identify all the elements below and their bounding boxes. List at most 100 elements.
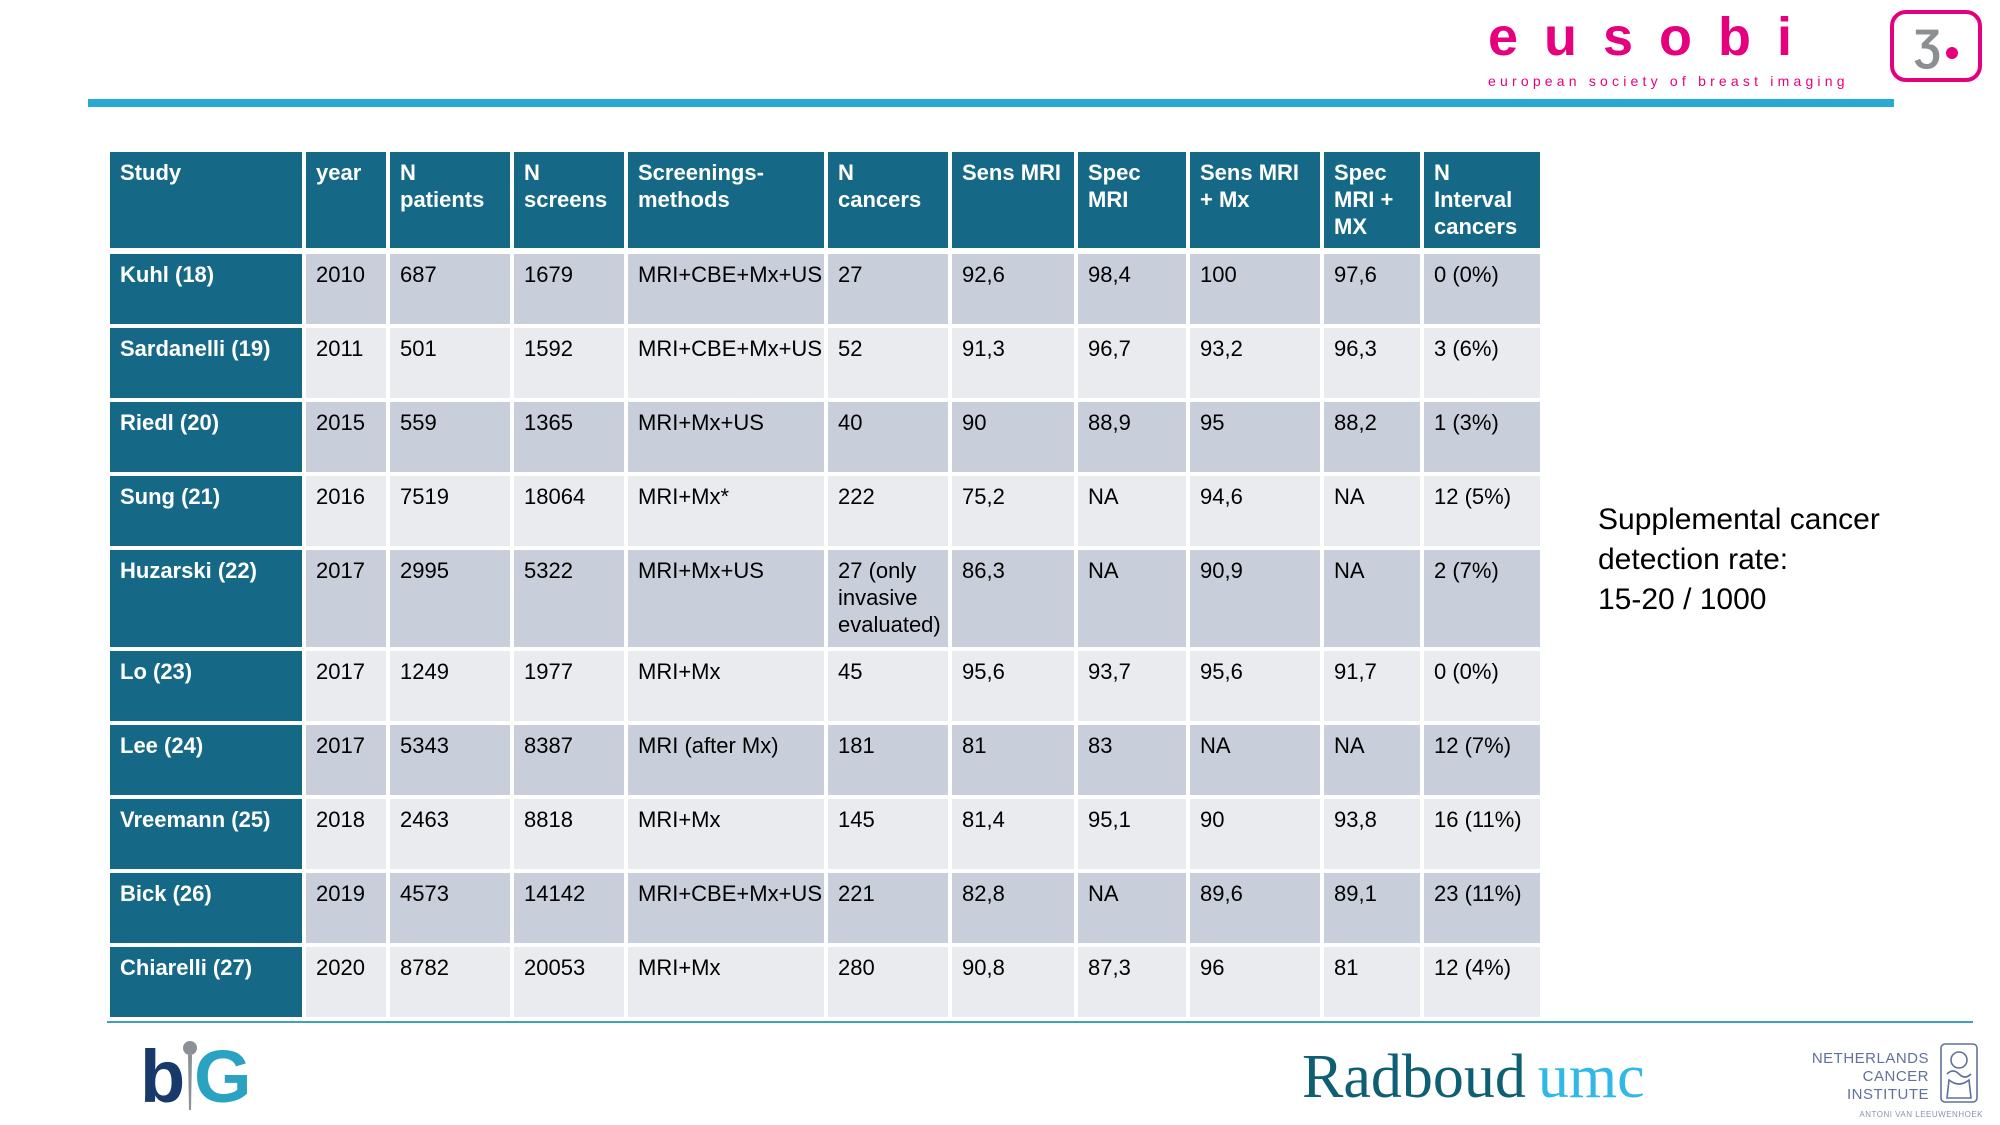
column-header: N screens xyxy=(514,152,628,255)
table-cell: 40 xyxy=(828,402,952,477)
column-header: N Interval cancers xyxy=(1424,152,1544,255)
table-row: Chiarelli (27) 2020 8782 20053 MRI+Mx 280 90,8… xyxy=(110,946,1544,1021)
table-cell: 91,7 xyxy=(1324,650,1424,725)
table-cell: 221 xyxy=(828,872,952,947)
table-cell: 96 xyxy=(1190,946,1324,1021)
study-cell: Riedl (20) xyxy=(110,402,306,477)
table-row: Sung (21) 2016 7519 18064 MRI+Mx* 222 75,2 NA 94… xyxy=(110,476,1544,551)
table-cell: NA xyxy=(1324,476,1424,551)
table-cell: 2016 xyxy=(306,476,390,551)
table-cell: 1977 xyxy=(514,650,628,725)
table-cell: 2995 xyxy=(390,550,514,651)
study-cell: Vreemann (25) xyxy=(110,798,306,873)
table-cell: 8818 xyxy=(514,798,628,873)
table-cell: 687 xyxy=(390,254,514,329)
table-cell: MRI+CBE+Mx+US xyxy=(628,328,828,403)
table-cell: 90,8 xyxy=(952,946,1078,1021)
table-cell: 95,6 xyxy=(1190,650,1324,725)
study-cell: Chiarelli (27) xyxy=(110,946,306,1021)
table-cell: NA xyxy=(1324,724,1424,799)
table-cell: 2 (7%) xyxy=(1424,550,1544,651)
svg-text:G: G xyxy=(194,1036,252,1114)
eusobi-wordmark: eusobi xyxy=(1488,7,1819,67)
table-cell: 88,9 xyxy=(1078,402,1190,477)
table-cell: 7519 xyxy=(390,476,514,551)
table-cell: 14142 xyxy=(514,872,628,947)
table-cell: 2463 xyxy=(390,798,514,873)
table-cell: 12 (7%) xyxy=(1424,724,1544,799)
table-cell: 18064 xyxy=(514,476,628,551)
table-cell: 89,1 xyxy=(1324,872,1424,947)
table-cell: 75,2 xyxy=(952,476,1078,551)
table-cell: 2017 xyxy=(306,724,390,799)
table-cell: 1592 xyxy=(514,328,628,403)
table-cell: 52 xyxy=(828,328,952,403)
study-cell: Huzarski (22) xyxy=(110,550,306,651)
table-cell: 81 xyxy=(1324,946,1424,1021)
table-cell: MRI+CBE+Mx+US xyxy=(628,872,828,947)
nki-subline: ANTONI VAN LEEUWENHOEK xyxy=(1859,1110,1983,1119)
svg-text:b: b xyxy=(140,1036,185,1114)
table-cell: 27 xyxy=(828,254,952,329)
radboud-umc-suffix: umc xyxy=(1537,1043,1645,1111)
supplemental-note-line: 15-20 / 1000 xyxy=(1598,583,1767,616)
supplemental-note-line: detection rate: xyxy=(1598,543,1789,576)
breast-emblem-icon: Ʒ xyxy=(1914,21,1941,70)
table-cell: 2018 xyxy=(306,798,390,873)
table-cell: 93,2 xyxy=(1190,328,1324,403)
table-cell: NA xyxy=(1190,724,1324,799)
table-cell: 89,6 xyxy=(1190,872,1324,947)
nki-name: NETHERLANDS CANCER INSTITUTE xyxy=(1812,1050,1929,1104)
column-header: N cancers xyxy=(828,152,952,255)
table-cell: 20053 xyxy=(514,946,628,1021)
table-cell: 100 xyxy=(1190,254,1324,329)
nki-logo: NETHERLANDS CANCER INSTITUTE ANTONI VAN … xyxy=(1748,1042,1983,1119)
table-cell: 27 (only invasive evaluated) xyxy=(828,550,952,651)
nki-name-line: NETHERLANDS xyxy=(1811,1050,1929,1067)
table-cell: MRI+Mx+US xyxy=(628,550,828,651)
table-cell: 2015 xyxy=(306,402,390,477)
table-cell: 95,1 xyxy=(1078,798,1190,873)
study-cell: Bick (26) xyxy=(110,872,306,947)
column-header: N patients xyxy=(390,152,514,255)
table-cell: 1679 xyxy=(514,254,628,329)
table-cell: MRI+Mx xyxy=(628,946,828,1021)
table-cell: MRI+Mx xyxy=(628,650,828,725)
studies-table: Study year N patients N screens Screenings-m… xyxy=(110,152,1544,1021)
table-cell: 81 xyxy=(952,724,1078,799)
table-cell: 145 xyxy=(828,798,952,873)
table-cell: 45 xyxy=(828,650,952,725)
eusobi-logo: eusobi european society of breast imagin… xyxy=(1488,10,1988,89)
table-row: Bick (26) 2019 4573 14142 MRI+CBE+Mx+US 221 82… xyxy=(110,872,1544,947)
table-cell: MRI+CBE+Mx+US xyxy=(628,254,828,329)
big-logo: b G xyxy=(140,1035,260,1119)
table-cell: NA xyxy=(1078,476,1190,551)
table-cell: 96,3 xyxy=(1324,328,1424,403)
table-cell: 8782 xyxy=(390,946,514,1021)
table-cell: MRI+Mx* xyxy=(628,476,828,551)
table-cell: 95 xyxy=(1190,402,1324,477)
table-cell: MRI+Mx xyxy=(628,798,828,873)
table-cell: NA xyxy=(1078,550,1190,651)
table-cell: 501 xyxy=(390,328,514,403)
column-header: Spec MRI + MX xyxy=(1324,152,1424,255)
table-cell: 1249 xyxy=(390,650,514,725)
column-header: Spec MRI xyxy=(1078,152,1190,255)
eusobi-emblem: Ʒ xyxy=(1890,10,1982,82)
table-cell: 16 (11%) xyxy=(1424,798,1544,873)
nki-name-line: CANCER xyxy=(1862,1068,1929,1085)
radboud-wordmark: Radboud xyxy=(1302,1043,1526,1111)
table-cell: 1 (3%) xyxy=(1424,402,1544,477)
table-cell: 222 xyxy=(828,476,952,551)
table-cell: 1365 xyxy=(514,402,628,477)
table-cell: 82,8 xyxy=(952,872,1078,947)
table-cell: 0 (0%) xyxy=(1424,254,1544,329)
table-cell: 5343 xyxy=(390,724,514,799)
table-cell: 2019 xyxy=(306,872,390,947)
table-cell: 12 (4%) xyxy=(1424,946,1544,1021)
table-cell: 0 (0%) xyxy=(1424,650,1544,725)
table-cell: 2017 xyxy=(306,650,390,725)
table-cell: NA xyxy=(1078,872,1190,947)
study-cell: Sardanelli (19) xyxy=(110,328,306,403)
